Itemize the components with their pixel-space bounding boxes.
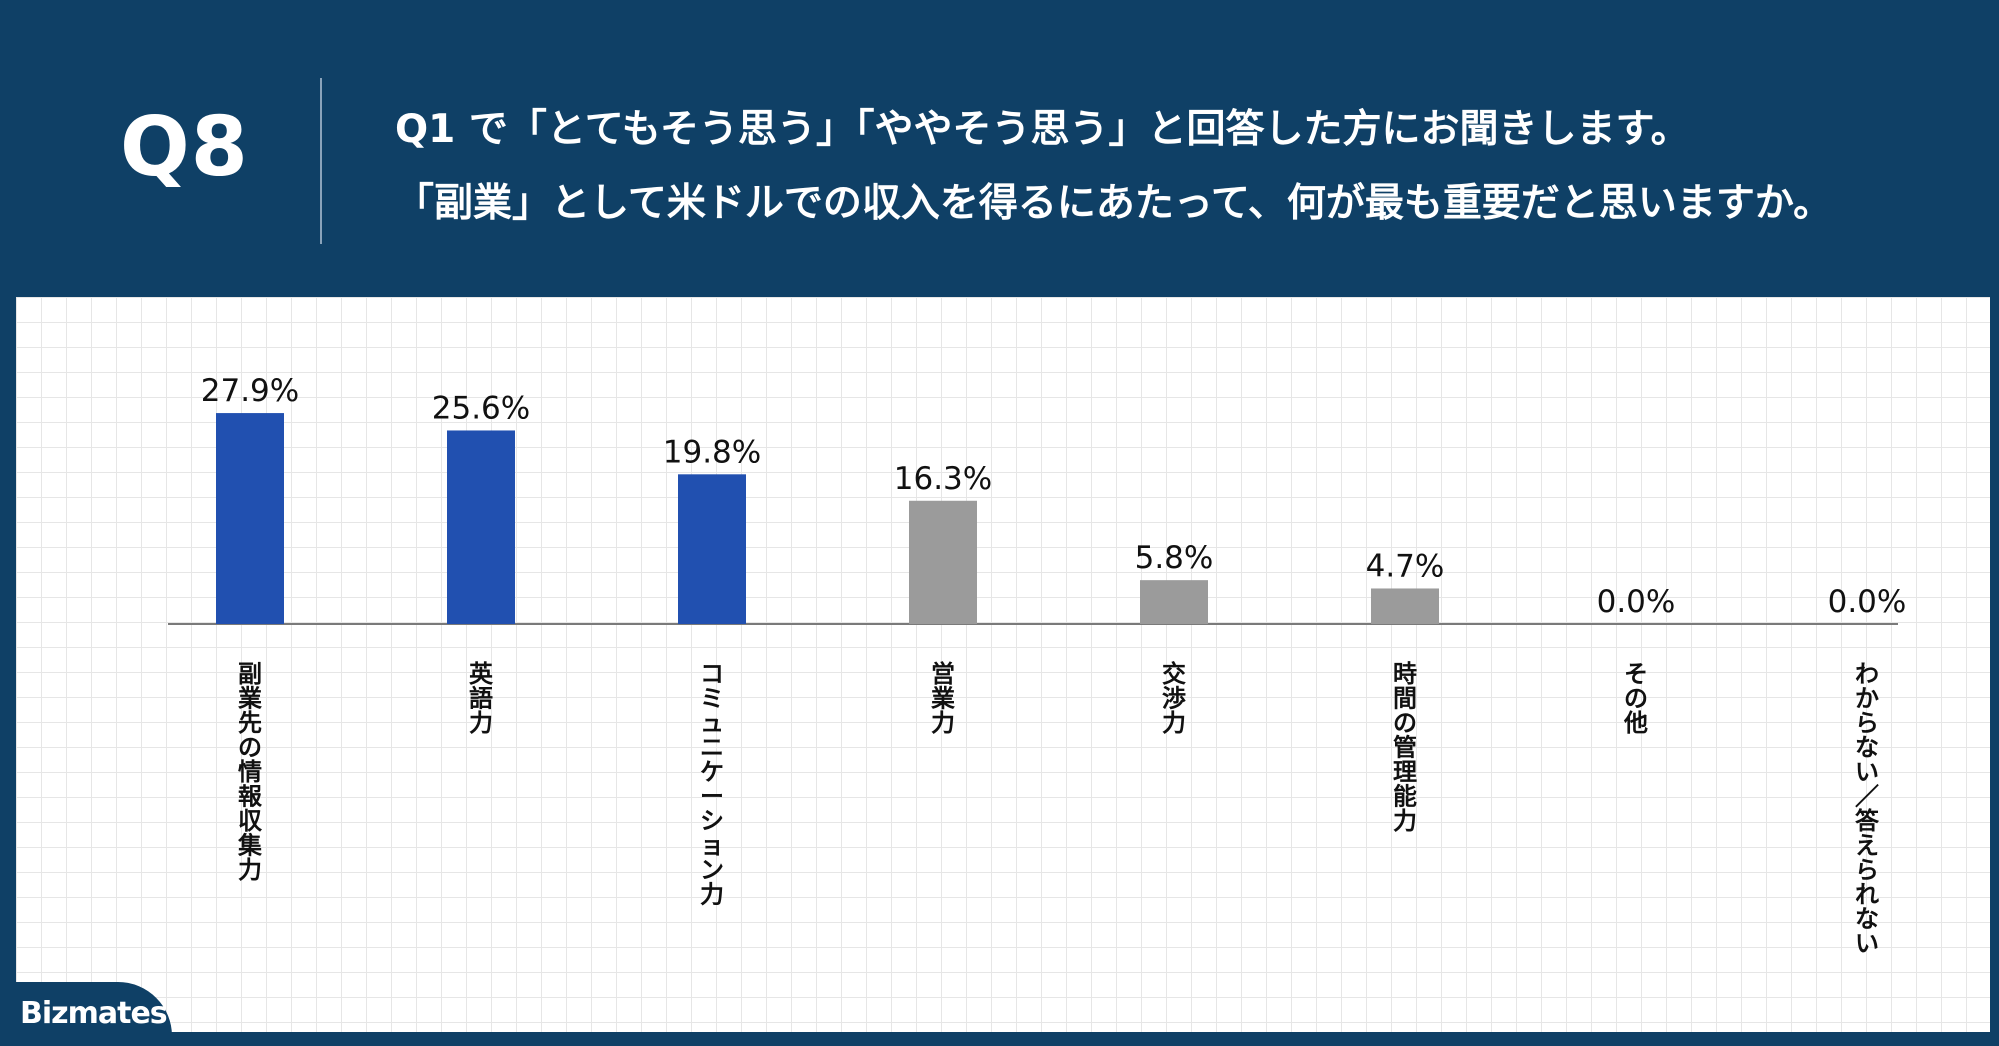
chart-panel: 27.9% 副業先の情報収集力 25.6% 英語力 19.8% コミュニケーション力 16.… (16, 297, 1990, 1032)
bar-4 (909, 500, 977, 624)
category-label-3: コミュニケーション力 (700, 660, 724, 909)
question-line-1: Q1 で「とてもそう思う」「ややそう思う」と回答した方にお聞きします。 (395, 107, 1690, 152)
header-divider (320, 78, 322, 244)
question-number: Q8 (120, 100, 249, 195)
data-label-7: 0.0% (1597, 584, 1676, 620)
bar-2 (447, 430, 515, 624)
bar-1 (216, 413, 284, 624)
category-label-7: その他 (1623, 660, 1648, 737)
data-label-1: 27.9% (201, 373, 299, 409)
data-label-6: 4.7% (1366, 548, 1445, 584)
question-text: Q1 で「とてもそう思う」「ややそう思う」と回答した方にお聞きします。 「副業」… (395, 93, 1955, 241)
bizmates-logo: Bizmates (0, 982, 172, 1046)
logo-text: Bizmates (20, 996, 168, 1031)
category-label-1: 副業先の情報収集力 (237, 660, 263, 884)
category-label-8: わからない／答えられない (1855, 660, 1880, 958)
bar-5 (1140, 580, 1208, 624)
bar-chart: 27.9% 副業先の情報収集力 25.6% 英語力 19.8% コミュニケーション力 16.… (168, 373, 1907, 958)
bar-3 (678, 474, 746, 624)
data-label-8: 0.0% (1828, 584, 1907, 620)
header: Q8 Q1 で「とてもそう思う」「ややそう思う」と回答した方にお聞きします。 「… (0, 0, 1999, 297)
question-line-2: 「副業」として米ドルでの収入を得るにあたって、何が最も重要だと思いますか。 (395, 181, 1833, 226)
data-label-4: 16.3% (894, 461, 992, 497)
data-label-3: 19.8% (663, 434, 761, 470)
data-label-5: 5.8% (1135, 540, 1214, 576)
category-label-6: 時間の管理能力 (1393, 660, 1417, 835)
category-label-2: 英語力 (469, 660, 494, 737)
data-label-2: 25.6% (432, 390, 530, 426)
category-label-4: 営業力 (931, 660, 955, 737)
category-label-5: 交渉力 (1162, 660, 1186, 737)
bar-6 (1371, 588, 1439, 624)
